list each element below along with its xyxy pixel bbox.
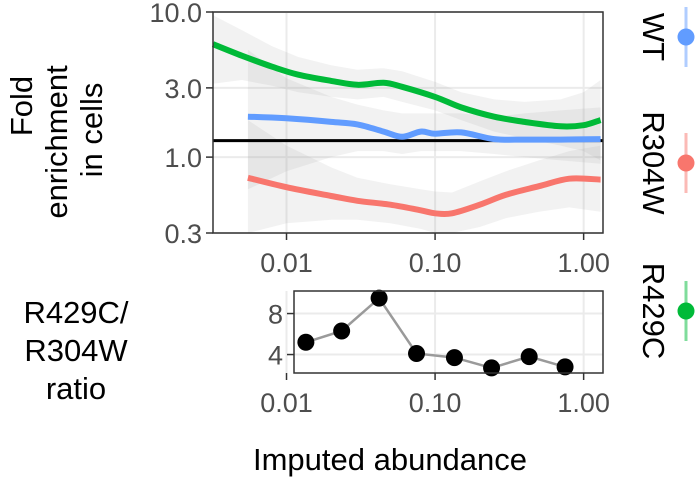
- bottom-ylabel-line-2: R304W: [24, 333, 128, 368]
- legend-label: WT: [636, 13, 671, 61]
- series-line-r429c: [211, 41, 602, 130]
- top-xtick-label-2: 1.00: [557, 248, 610, 278]
- top-ytick-label-1: 1.0: [164, 143, 202, 173]
- legend-key-dot: [677, 28, 695, 46]
- top-ytick-label-2: 3.0: [164, 74, 202, 104]
- bottom-ytick-label-0: 4: [268, 341, 283, 371]
- ratio-point: [297, 333, 315, 351]
- ratio-point: [408, 345, 426, 363]
- top-ytick-label-0: 0.3: [164, 219, 202, 249]
- bottom-panel-border: [293, 290, 604, 374]
- legend-key-dot: [677, 302, 695, 320]
- top-series-lines: [211, 41, 602, 218]
- legend: WT R304W R429C: [636, 7, 695, 359]
- bottom-xtick-label-1: 0.10: [409, 388, 462, 418]
- bottom-xlabel: Imputed abundance: [253, 442, 527, 477]
- series-line-r304w: [247, 174, 601, 218]
- ratio-point: [333, 322, 351, 340]
- ratio-point: [483, 359, 501, 377]
- ratio-point: [556, 358, 574, 376]
- ribbon-r304w: [247, 120, 601, 233]
- bottom-xtick-label-0: 0.01: [260, 388, 313, 418]
- ratio-point: [445, 349, 463, 367]
- top-y-axis: 0.3 1.0 3.0 10.0: [149, 0, 213, 249]
- top-x-axis: 0.01 0.10 1.00: [260, 233, 610, 278]
- ribbon-wt: [247, 49, 601, 190]
- top-ytick-label-3: 10.0: [149, 0, 202, 28]
- top-panel-border: [212, 11, 604, 234]
- legend-item-wt: WT: [636, 7, 695, 67]
- bottom-panel: 48 0.01 0.10 1.00 R429C/ R304W ratio Imput…: [23, 289, 610, 477]
- bottom-xtick-label-2: 1.00: [557, 388, 610, 418]
- bottom-x-axis: 0.01 0.10 1.00: [260, 373, 610, 418]
- top-xtick-label-1: 0.10: [409, 248, 462, 278]
- bottom-ylabel-line-3: ratio: [46, 371, 106, 406]
- bottom-ylabel-line-1: R429C/: [23, 295, 128, 330]
- top-xtick-label-0: 0.01: [260, 248, 313, 278]
- top-ylabel-line-1: Fold: [4, 76, 39, 136]
- bottom-y-axis: 48: [268, 300, 294, 371]
- legend-item-r429c: R429C: [636, 263, 695, 360]
- ratio-points: [297, 289, 574, 377]
- top-ylabel-line-3: in cells: [74, 83, 109, 178]
- bottom-ytick-label-1: 8: [268, 300, 283, 330]
- ratio-point: [370, 289, 388, 307]
- legend-item-r304w: R304W: [636, 111, 695, 215]
- legend-label: R429C: [636, 263, 671, 360]
- series-line-wt: [247, 113, 601, 143]
- ratio-point: [520, 348, 538, 366]
- top-ylabel-line-2: enrichment: [39, 65, 74, 219]
- legend-label: R304W: [636, 111, 671, 215]
- legend-key-dot: [677, 154, 695, 172]
- top-panel: 0.3 1.0 3.0 10.0 0.01 0.10 1.00 Fold enrichme…: [4, 0, 610, 278]
